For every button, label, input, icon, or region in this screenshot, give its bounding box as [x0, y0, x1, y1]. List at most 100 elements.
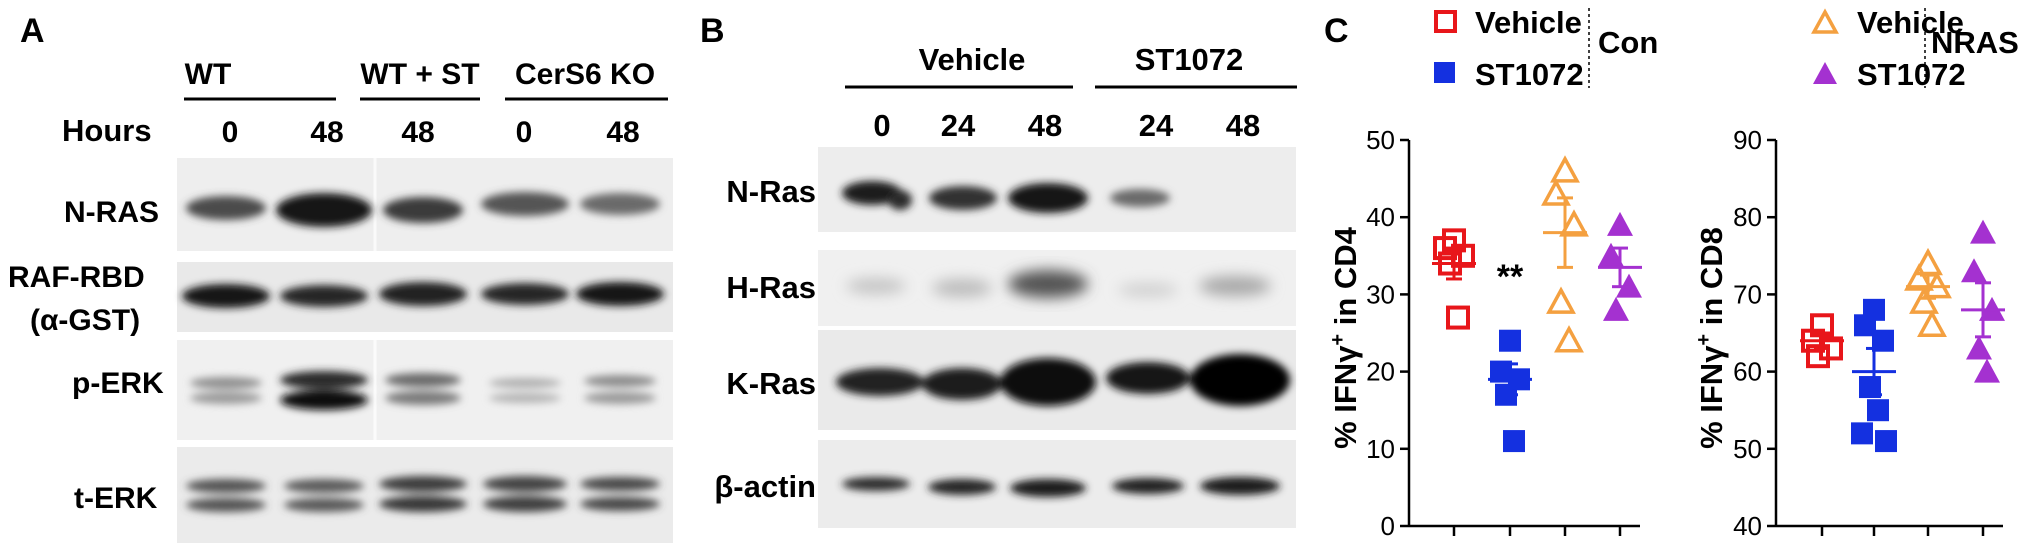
cd8-point [1966, 335, 1992, 360]
hour-b-3: 48 [1028, 108, 1062, 143]
cd8-point [1872, 329, 1894, 352]
row-label-n-ras-b: N-Ras [726, 174, 816, 209]
blot-a-p-erk [177, 340, 673, 440]
row-label-k-ras: K-Ras [726, 366, 816, 401]
legend-nras-vehicle-label: Vehicle [1857, 5, 1964, 40]
legend-con-group-label: Con [1598, 25, 1658, 60]
blot-b-h-ras [818, 250, 1296, 326]
cd4-point [1490, 360, 1512, 383]
cd4-point [1559, 209, 1589, 237]
hour-b-5: 48 [1226, 108, 1260, 143]
cd4-point [1550, 155, 1580, 183]
cd4-y-tick-label: 50 [1366, 125, 1395, 155]
group-label-vehicle: Vehicle [919, 42, 1026, 77]
cd8-y-tick-label: 50 [1733, 434, 1762, 464]
cd8-y-tick-label: 60 [1733, 357, 1762, 387]
panel-a-letter: A [20, 12, 45, 50]
plot-cd8-ylabel-main: % IFNγ [1694, 345, 1729, 449]
legend-con-vehicle-marker [1434, 10, 1457, 33]
svg-text:% IFNγ+ in CD8: % IFNγ+ in CD8 [1693, 227, 1729, 449]
legend-nras-vehicle-marker [1811, 8, 1839, 34]
cd4-point [1598, 242, 1624, 267]
plot-cd8: % IFNγ+ in CD8 40 50 60 70 80 90 [1693, 125, 2005, 541]
blot-b-beta-actin [818, 440, 1296, 528]
cd4-point [1446, 305, 1470, 330]
group-label-cers6-ko: CerS6 KO [515, 58, 655, 91]
row-label-alpha-gst: (α-GST) [30, 304, 140, 337]
blot-a-t-erk [177, 447, 673, 543]
group-label-st1072: ST1072 [1135, 42, 1244, 77]
plot-cd4: % IFNγ+ in CD4 ** 0 10 20 30 40 50 [1327, 125, 1642, 541]
legend-nras-group-label: NRAS [1931, 25, 2019, 60]
cd4-y-tick-label: 40 [1366, 202, 1395, 232]
cd8-point [1913, 247, 1943, 276]
hour-a-3: 48 [401, 116, 434, 149]
cd4-point [1616, 273, 1642, 298]
cd8-y-tick-label: 80 [1733, 202, 1762, 232]
hour-a-1: 0 [222, 116, 239, 149]
hour-a-2: 48 [310, 116, 343, 149]
cd4-point [1546, 286, 1576, 314]
plot-cd4-ylabel: % IFNγ+ in CD4 [1327, 226, 1363, 449]
legend-con-vehicle-label: Vehicle [1475, 5, 1582, 40]
cd8-point [1904, 263, 1934, 291]
cd8-point [1875, 430, 1897, 453]
group-label-wt-st: WT + ST [360, 58, 479, 91]
cd4-point [1541, 178, 1571, 206]
cd4-point [1503, 430, 1525, 453]
cd4-point [1603, 296, 1629, 321]
row-label-t-erk: t-ERK [74, 482, 158, 515]
cd8-point [1854, 314, 1876, 337]
row-label-raf-rbd: RAF-RBD [8, 261, 145, 294]
cd4-point [1607, 211, 1633, 236]
cd4-y-tick-label: 30 [1366, 279, 1395, 309]
hour-b-2: 24 [941, 108, 976, 143]
legend-nras-st1072-label: ST1072 [1857, 57, 1966, 92]
hours-label: Hours [62, 113, 152, 148]
cd8-point [1917, 309, 1947, 338]
cd4-y-tick-label: 20 [1366, 357, 1395, 387]
cd8-point [1909, 286, 1939, 314]
row-label-beta-actin: β-actin [714, 469, 816, 504]
cd8-y-tick-label: 40 [1733, 511, 1762, 541]
plot-cd4-ylabel-rest: in CD4 [1328, 226, 1363, 334]
cd8-point [1806, 344, 1830, 369]
plot-cd8-ylabel: % IFNγ+ in CD8 [1693, 227, 1729, 449]
significance-marker: ** [1497, 258, 1524, 296]
plot-cd4-ylabel-main: % IFNγ [1328, 345, 1363, 449]
panel-a: A WT WT + ST CerS6 KO Hours 0 48 48 0 48… [8, 12, 673, 543]
blot-a-raf-rbd [177, 262, 673, 332]
svg-text:% IFNγ+ in CD4: % IFNγ+ in CD4 [1327, 226, 1363, 449]
cd8-point [1961, 258, 1987, 283]
cd8-point [1974, 358, 2000, 383]
cd8-y-tick-label: 90 [1733, 125, 1762, 155]
panel-b: B Vehicle ST1072 0 24 48 24 48 N-Ras H-R… [700, 12, 1297, 528]
row-label-n-ras: N-RAS [64, 196, 159, 229]
hour-b-1: 0 [873, 108, 890, 143]
row-label-h-ras: H-Ras [726, 270, 816, 305]
legend-con-st1072-marker [1434, 62, 1455, 83]
plot-cd4-ylabel-sup: + [1327, 334, 1349, 346]
panel-b-letter: B [700, 12, 725, 50]
hour-b-4: 24 [1139, 108, 1174, 143]
cd4-point [1554, 325, 1584, 353]
legend-con: Vehicle ST1072 Con [1434, 5, 1658, 92]
hour-a-5: 48 [606, 116, 639, 149]
panel-c-letter: C [1324, 12, 1349, 50]
blot-a-n-ras [177, 158, 673, 251]
group-label-wt: WT [185, 58, 232, 91]
cd8-point [1867, 399, 1889, 422]
hour-a-4: 0 [516, 116, 533, 149]
blot-b-n-ras [818, 147, 1296, 232]
cd4-y-tick-label: 10 [1366, 434, 1395, 464]
legend-nras: Vehicle ST1072 NRAS [1811, 5, 2019, 92]
row-label-p-erk: p-ERK [72, 367, 164, 400]
blot-b-k-ras [818, 330, 1296, 430]
cd8-point [1970, 219, 1996, 244]
cd8-point [1851, 422, 1873, 445]
panel-c: C Vehicle ST1072 Con Vehicle ST1072 NRAS… [1324, 5, 2019, 541]
cd4-y-tick-label: 0 [1381, 511, 1395, 541]
cd8-y-tick-label: 70 [1733, 279, 1762, 309]
plot-cd8-ylabel-rest: in CD8 [1694, 227, 1729, 334]
